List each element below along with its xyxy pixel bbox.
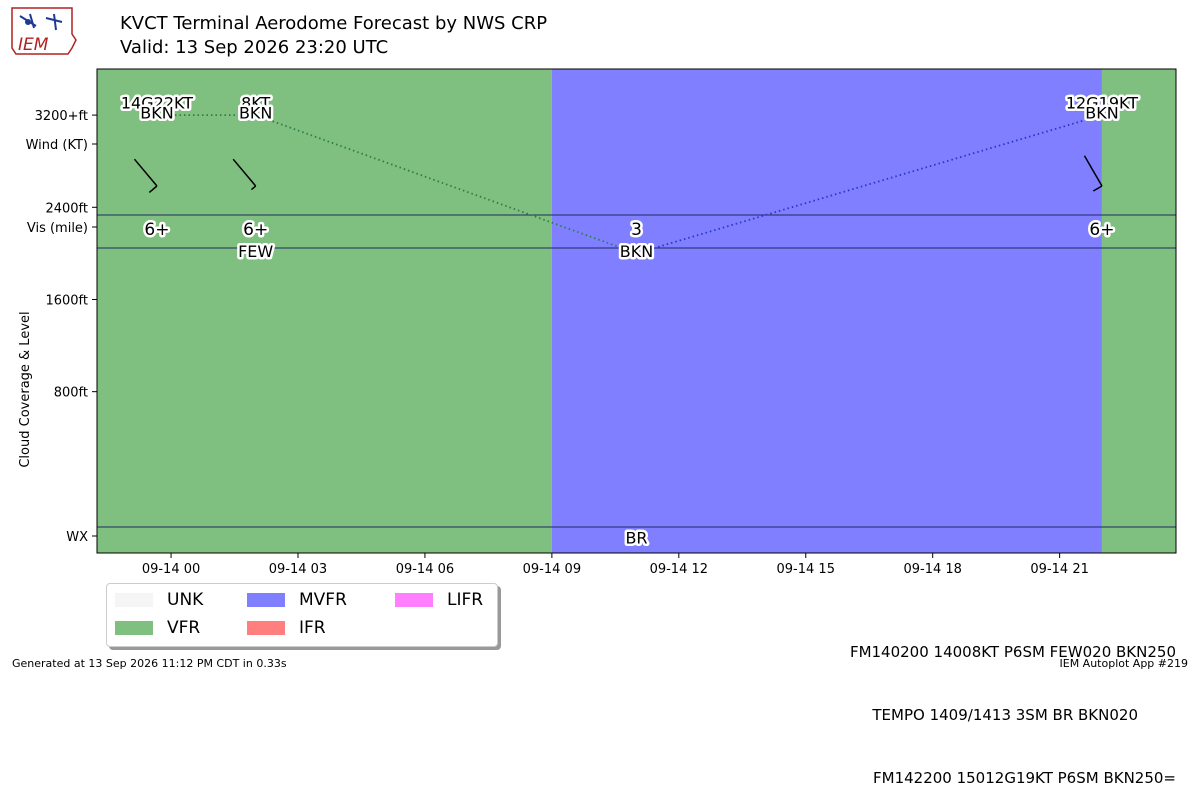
chart-axes: 09-14 00 09-14 03 09-14 06 09-14 09 09-14 12… [18, 68, 1177, 577]
y-tick-label: 1600ft [45, 293, 88, 308]
wind-barb-staff [133, 158, 158, 187]
y-row-label-vis: Vis (mile) [27, 221, 88, 236]
cloud-cover-label: FEW [238, 242, 273, 261]
wind-label: 14G22KT [121, 94, 193, 113]
legend-item-unk: UNK [115, 589, 203, 611]
visibility-label: 6+ [1089, 220, 1114, 240]
chart-valid-time: Valid: 13 Sep 2026 23:20 UTC [120, 37, 389, 58]
raw-taf-line: FM142200 15012G19KT P6SM BKN250= [873, 769, 1176, 787]
cloud-cover-label: BKN [620, 242, 653, 261]
generated-note: Generated at 13 Sep 2026 11:12 PM CDT in… [12, 657, 287, 670]
x-tick-label: 09-14 03 [269, 562, 327, 577]
x-tick-label: 09-14 06 [396, 562, 454, 577]
visibility-label: 6+ [144, 220, 169, 240]
wind-label: 12G19KT [1066, 94, 1138, 113]
x-tick-label: 09-14 12 [650, 562, 708, 577]
row-separators [97, 214, 1176, 528]
y-row-label-wind: Wind (KT) [26, 138, 88, 153]
legend-label-ifr: IFR [299, 618, 326, 638]
legend-item-ifr: IFR [247, 617, 326, 639]
legend-swatch-ifr [247, 621, 285, 635]
category-band-vfr [97, 69, 552, 553]
legend-swatch-mvfr [247, 593, 285, 607]
y-tick-label: 800ft [54, 386, 88, 401]
legend-item-lifr: LIFR [395, 589, 483, 611]
legend: UNK VFR MVFR IFR LIFR [106, 583, 498, 647]
cloud-level-trace [255, 114, 637, 255]
flight-category-bands [97, 69, 1176, 553]
cloud-cover-label: BKN [1085, 104, 1118, 123]
wind-barb-feather [1092, 185, 1103, 192]
x-tick-label: 09-14 18 [903, 562, 961, 577]
y-axis-label: Cloud Coverage & Level [18, 311, 33, 467]
legend-swatch-vfr [115, 621, 153, 635]
wind-barb [1083, 155, 1103, 192]
legend-swatch-lifr [395, 593, 433, 607]
legend-label-unk: UNK [167, 590, 204, 610]
wind-barb [232, 158, 257, 191]
cloud-cover-label: BKN [140, 104, 173, 123]
raw-taf-line: FM140200 14008KT P6SM FEW020 BKN250 [849, 643, 1176, 661]
wind-barb [133, 158, 158, 194]
app-note: IEM Autoplot App #219 [1059, 657, 1189, 670]
x-tick-label: 09-14 15 [777, 562, 835, 577]
wind-label: 8KT [241, 94, 270, 113]
x-tick-label: 09-14 09 [523, 562, 581, 577]
legend-label-lifr: LIFR [447, 590, 484, 610]
wind-barb-feather [148, 185, 158, 194]
legend-label-mvfr: MVFR [299, 590, 347, 610]
cloud-cover-label: BKN [239, 104, 272, 123]
y-tick-label: 2400ft [45, 201, 88, 216]
y-row-label-wx: WX [66, 530, 88, 545]
raw-taf-line: TEMPO 1409/1413 3SM BR BKN020 [872, 706, 1138, 724]
iem-logo: IEM [11, 7, 77, 55]
legend-label-vfr: VFR [167, 618, 201, 638]
visibility-label: 3 [631, 220, 642, 240]
category-band-mvfr [551, 69, 1102, 553]
visibility-label: 6+ [243, 220, 268, 240]
wind-barb-half-feather [250, 185, 257, 191]
weather-label: BR [625, 529, 647, 548]
wind-barb-staff [1083, 155, 1103, 187]
x-tick-label: 09-14 21 [1030, 562, 1088, 577]
wind-barb-staff [232, 158, 257, 187]
raw-taf-text: FM140200 14008KT P6SM FEW020 BKN250 TEMP… [850, 600, 1176, 810]
taf-chart: 09-14 00 09-14 03 09-14 06 09-14 09 09-14 12… [18, 68, 1177, 577]
plot-frame [96, 68, 1177, 554]
logo-text: IEM [18, 35, 49, 55]
chart-title: KVCT Terminal Aerodome Forecast by NWS C… [120, 13, 548, 34]
y-tick-label: 3200+ft [35, 109, 88, 124]
category-band-vfr [1101, 69, 1176, 553]
legend-item-mvfr: MVFR [247, 589, 347, 611]
forecast-marks: 14G22KT6+BKN8KT6+FEWBKN3BRBKN12G19KT6+BK… [118, 91, 1140, 550]
x-tick-label: 09-14 00 [142, 562, 200, 577]
legend-item-vfr: VFR [115, 617, 200, 639]
legend-swatch-unk [115, 593, 153, 607]
